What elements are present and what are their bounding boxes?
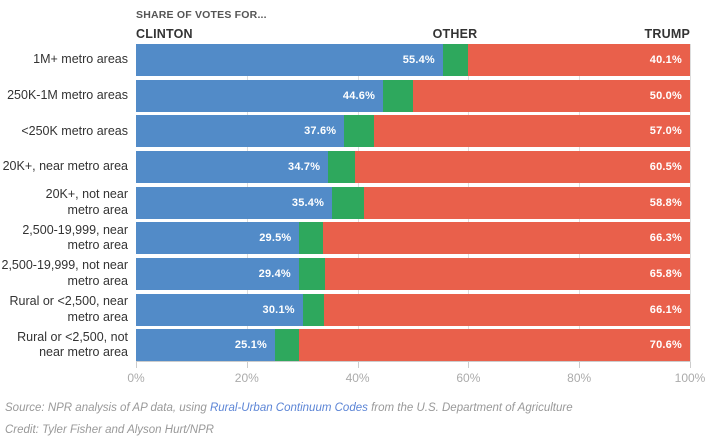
trump-bar-segment: 66.3% [322, 222, 690, 255]
bar-segments: 37.6% 57.0% [136, 115, 690, 148]
series-header-trump: TRUMP [644, 27, 690, 41]
series-header-other: OTHER [432, 27, 478, 41]
clinton-value-label: 29.5% [259, 232, 292, 245]
trump-value-label: 66.1% [649, 303, 682, 316]
bar-row: 20K+, near metro area 34.7% 60.5% [3, 150, 690, 183]
clinton-value-label: 55.4% [402, 54, 435, 66]
axis-tick [136, 362, 137, 368]
stacked-bar-chart: 1M+ metro areas 55.4% 40.1% 250K-1M metro a… [2, 44, 705, 408]
clinton-value-label: 44.6% [342, 89, 376, 102]
trump-bar-segment: 70.6% [298, 329, 690, 362]
other-bar-segment [328, 150, 355, 183]
trump-value-label: 70.6% [649, 339, 682, 352]
bar-segments: 30.1% 66.1% [136, 293, 690, 326]
trump-value-label: 66.3% [649, 232, 682, 245]
other-bar-segment [442, 44, 468, 76]
clinton-bar-segment: 34.7% [136, 150, 329, 183]
clinton-value-label: 25.1% [234, 339, 268, 352]
source-text: Source: NPR analysis of AP data, using [5, 402, 210, 414]
category-label: 20K+, not near metro area [45, 187, 128, 217]
clinton-value-label: 37.6% [304, 125, 337, 138]
category-label: 2,500-19,999, not near metro area [1, 258, 129, 288]
other-bar-segment [344, 115, 375, 148]
clinton-bar-segment: 44.6% [136, 79, 384, 112]
clinton-bar-segment: 29.4% [136, 257, 299, 290]
chart-kicker: SHARE OF VOTES FOR... [136, 9, 267, 21]
axis-tick [579, 362, 581, 368]
trump-value-label: 57.0% [649, 125, 682, 138]
trump-value-label: 58.8% [649, 196, 682, 209]
clinton-value-label: 30.1% [262, 303, 295, 316]
clinton-value-label: 34.7% [288, 160, 321, 173]
bar-segments: 25.1% 70.6% [136, 329, 690, 362]
bar-segments: 55.4% 40.1% [136, 44, 690, 76]
bar-row: 250K-1M metro areas 44.6% 50.0% [7, 79, 690, 112]
trump-bar-segment: 57.0% [374, 115, 690, 148]
category-label: <250K metro areas [21, 123, 128, 138]
category-label: 1M+ metro areas [33, 52, 128, 67]
trump-value-label: 40.1% [649, 54, 682, 66]
bar-row: 2,500-19,999, not near metro area 29.4% 65… [2, 257, 690, 290]
clinton-bar-segment: 35.4% [136, 186, 333, 219]
trump-bar-segment: 58.8% [364, 186, 690, 219]
trump-bar-segment: 60.5% [354, 150, 690, 183]
bar-row: Rural or <2,500, not near metro area 25.1… [17, 329, 690, 362]
other-bar-segment [383, 79, 413, 112]
axis-tick [357, 362, 359, 368]
trump-value-label: 60.5% [649, 160, 682, 173]
clinton-value-label: 29.4% [258, 267, 291, 280]
axis-tick [690, 362, 691, 368]
clinton-bar-segment: 55.4% [136, 44, 443, 76]
other-bar-segment [299, 222, 323, 255]
other-bar-segment [298, 257, 326, 290]
other-bar-segment [332, 186, 365, 219]
bar-segments: 34.7% 60.5% [136, 150, 690, 183]
axis-tick-label: 60% [456, 371, 481, 385]
bar-row: 1M+ metro areas 55.4% 40.1% [33, 44, 690, 76]
clinton-bar-segment: 25.1% [136, 329, 276, 362]
clinton-bar-segment: 37.6% [136, 115, 345, 148]
source-note: Source: NPR analysis of AP data, using R… [5, 402, 573, 414]
axis-tick-label: 100% [674, 371, 706, 385]
bar-row: 20K+, not near metro area 35.4% 58.8% [46, 186, 690, 219]
trump-value-label: 65.8% [649, 267, 682, 280]
axis-tick-label: 20% [234, 371, 259, 385]
bar-row: 2,500-19,999, near metro area 29.5% 66.3% [22, 222, 690, 255]
category-label: 250K-1M metro areas [7, 87, 128, 102]
category-label: 2,500-19,999, near metro area [22, 222, 128, 253]
trump-bar-segment: 66.1% [323, 293, 690, 326]
bar-row: <250K metro areas 37.6% 57.0% [21, 115, 690, 148]
bar-segments: 29.4% 65.8% [136, 257, 690, 290]
bar-segments: 35.4% 58.8% [136, 186, 690, 219]
axis-tick [246, 362, 248, 368]
axis-tick-label: 40% [345, 371, 370, 385]
category-label: 20K+, near metro area [2, 159, 128, 174]
bar-segments: 44.6% 50.0% [136, 79, 690, 112]
source-link[interactable]: Rural-Urban Continuum Codes [209, 402, 368, 414]
category-label: Rural or <2,500, not near metro area [17, 329, 128, 360]
clinton-bar-segment: 29.5% [136, 222, 300, 255]
clinton-bar-segment: 30.1% [136, 293, 303, 326]
bar-segments: 29.5% 66.3% [136, 222, 690, 255]
clinton-value-label: 35.4% [291, 196, 325, 209]
axis-tick-label: 80% [567, 371, 592, 385]
axis-tick-label: 0% [127, 371, 145, 385]
source-text-suffix: from the U.S. Department of Agriculture [367, 402, 573, 414]
x-axis: 0% 20% 40% 60% 80% 100% [127, 361, 705, 385]
other-bar-segment [275, 329, 299, 362]
other-bar-segment [302, 293, 324, 326]
series-header-clinton: CLINTON [136, 27, 193, 41]
trump-bar-segment: 40.1% [467, 44, 690, 76]
trump-bar-segment: 65.8% [325, 257, 690, 290]
axis-tick [468, 362, 470, 368]
trump-bar-segment: 50.0% [412, 79, 690, 112]
trump-value-label: 50.0% [649, 89, 682, 102]
gridline [690, 44, 691, 362]
category-label: Rural or <2,500, near metro area [9, 293, 128, 324]
bar-row: Rural or <2,500, near metro area 30.1% 66.… [10, 293, 690, 326]
credit-note: Credit: Tyler Fisher and Alyson Hurt/NPR [5, 424, 214, 436]
